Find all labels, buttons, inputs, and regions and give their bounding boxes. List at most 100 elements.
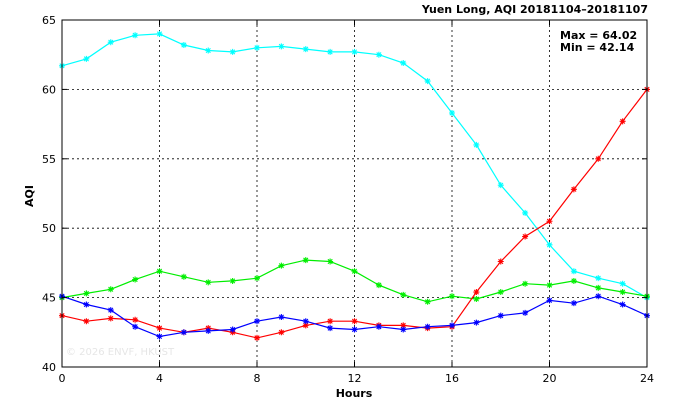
data-point	[351, 318, 358, 325]
data-point	[278, 314, 285, 321]
data-point	[278, 262, 285, 269]
data-point	[327, 48, 334, 55]
data-point	[205, 327, 212, 334]
data-point	[327, 318, 334, 325]
data-point	[83, 290, 90, 297]
data-point	[570, 277, 577, 284]
data-point	[595, 293, 602, 300]
x-tick-label: 20	[543, 372, 557, 385]
x-axis-title: Hours	[336, 387, 373, 400]
data-point	[473, 289, 480, 296]
data-point	[302, 257, 309, 264]
data-point	[375, 323, 382, 330]
series-2	[59, 257, 650, 305]
tick-labels: 0 4 8 12 16 20 24 40 45 50 55 60 65	[42, 14, 654, 385]
data-point	[327, 325, 334, 332]
data-point	[595, 155, 602, 162]
data-point	[473, 319, 480, 326]
y-tick-label: 45	[42, 292, 56, 305]
x-tick-label: 8	[254, 372, 261, 385]
data-point	[83, 318, 90, 325]
min-stat: Min = 42.14	[560, 41, 635, 54]
data-point	[327, 258, 334, 265]
data-point	[107, 39, 114, 46]
plot-frame	[61, 19, 648, 368]
data-point	[522, 233, 529, 240]
data-point	[180, 41, 187, 48]
max-stat: Max = 64.02	[560, 29, 637, 42]
x-tick-label: 24	[640, 372, 654, 385]
data-point	[132, 276, 139, 283]
y-tick-label: 65	[42, 14, 56, 27]
data-point	[619, 289, 626, 296]
data-point	[497, 312, 504, 319]
data-point	[205, 279, 212, 286]
series-4	[59, 293, 650, 340]
data-point	[546, 241, 553, 248]
data-point	[302, 322, 309, 329]
data-point	[351, 268, 358, 275]
data-point	[107, 286, 114, 293]
data-point	[254, 275, 260, 282]
data-point	[400, 322, 407, 329]
series-3	[59, 86, 650, 341]
data-point	[546, 297, 553, 304]
data-point	[619, 280, 626, 287]
y-tick-label: 50	[42, 222, 56, 235]
data-point	[156, 268, 163, 275]
data-point	[180, 329, 187, 336]
data-point	[351, 326, 358, 333]
data-point	[351, 48, 358, 55]
series-1	[59, 30, 650, 301]
data-point	[229, 277, 236, 284]
x-tick-label: 12	[348, 372, 362, 385]
data-point	[522, 309, 529, 316]
data-point	[449, 293, 455, 300]
data-point	[497, 289, 504, 296]
data-point	[205, 47, 212, 54]
series-group	[59, 30, 650, 341]
data-point	[375, 51, 382, 58]
data-point	[400, 60, 407, 67]
data-point	[254, 318, 260, 325]
data-point	[619, 301, 626, 308]
data-point	[83, 301, 90, 308]
data-point	[619, 118, 626, 125]
chart-title: Yuen Long, AQI 20181104–20181107	[421, 3, 648, 16]
data-point	[473, 295, 480, 302]
y-tick-label: 55	[42, 153, 56, 166]
data-point	[449, 109, 455, 116]
x-tick-label: 0	[59, 372, 66, 385]
data-point	[400, 291, 407, 298]
data-point	[400, 326, 407, 333]
data-point	[424, 298, 431, 305]
data-point	[424, 323, 431, 330]
y-axis-title: AQI	[23, 185, 36, 207]
x-tick-label: 4	[156, 372, 163, 385]
data-point	[497, 182, 504, 189]
data-point	[595, 275, 602, 282]
data-point	[83, 55, 90, 62]
data-point	[156, 325, 163, 332]
data-point	[570, 186, 577, 193]
x-tick-label: 16	[445, 372, 459, 385]
data-point	[449, 322, 455, 329]
data-point	[132, 316, 139, 323]
data-point	[570, 300, 577, 307]
data-point	[156, 30, 163, 37]
data-point	[375, 282, 382, 289]
data-point	[522, 209, 529, 216]
data-point	[522, 280, 529, 287]
data-point	[497, 258, 504, 265]
data-point	[424, 78, 431, 85]
data-point	[570, 268, 577, 275]
copyright-watermark: © 2026 ENVF, HKUST	[66, 347, 175, 358]
data-point	[254, 44, 260, 51]
data-point	[180, 273, 187, 280]
data-point	[132, 32, 139, 39]
data-point	[302, 46, 309, 53]
data-point	[278, 329, 285, 336]
data-point	[302, 318, 309, 325]
data-point	[107, 315, 114, 322]
